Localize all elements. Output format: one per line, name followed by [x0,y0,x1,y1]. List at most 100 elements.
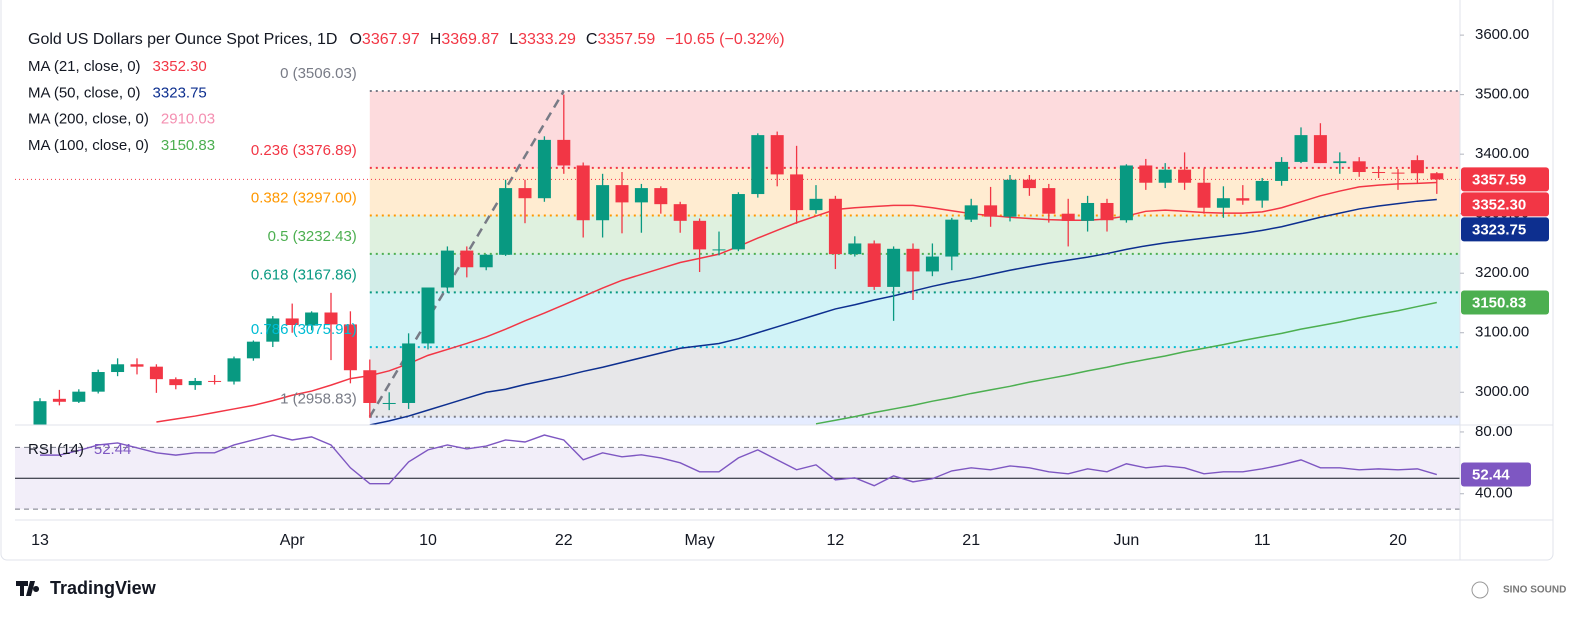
candle-body [906,248,920,272]
candle-body [479,254,493,268]
candle-body [1158,169,1172,183]
candle-body [751,135,765,195]
ohlc-value: 3369.87 [441,31,499,48]
candle-body [790,174,804,211]
ma-legend: MA (200, close, 0) 2910.03 [28,111,215,128]
candle-body [518,188,532,199]
candle-body [111,364,125,373]
candle-body [1294,135,1308,162]
price-tag [1461,217,1549,242]
fib-level-label: 0.618 (3167.86) [251,266,357,283]
fib-level-label: 1 (2958.83) [280,391,357,408]
x-tick-label: 21 [962,532,980,549]
candle-body [770,135,784,175]
candle-body [1216,198,1230,208]
ohlc-value: 3357.59 [597,31,655,48]
candle-body [634,188,648,203]
candle-body [848,243,862,255]
candle-body [246,341,260,359]
logo-icon [16,581,40,596]
candle-body [382,402,396,404]
x-tick-label: 13 [31,532,49,549]
ma-legend-value: 3150.83 [161,137,215,154]
x-tick-label: 20 [1389,532,1407,549]
y-tick-label: 3500.00 [1475,86,1529,103]
x-tick-label: 10 [419,532,437,549]
candle-body [72,391,86,402]
candle-body [1352,161,1366,173]
ma-legend-value: 2910.03 [161,111,215,128]
candle-body [1042,188,1056,214]
ma-legend: MA (100, close, 0) 3150.83 [28,137,215,154]
candle-body [712,249,726,251]
candle-body [596,185,610,221]
candle-body [285,318,299,325]
candle-body [33,401,47,425]
candle-body [731,194,745,250]
moving-average-line [369,198,1437,425]
brand-name: TradingView [50,578,157,598]
watermark-text: SINO SOUND [1503,585,1566,596]
x-tick-label: May [684,532,714,549]
x-tick-label: 12 [827,532,845,549]
price-pane [15,90,1460,425]
candle-body [52,398,66,402]
candle-body [557,139,571,166]
x-tick-label: Apr [280,532,306,549]
candle-body [673,204,687,221]
y-tick-label: 3600.00 [1475,26,1529,43]
candle-body [1003,179,1017,217]
candle-body [654,188,668,205]
rsi-y-tick-label: 80.00 [1475,423,1513,440]
fib-level-label: 0.786 (3075.91) [251,321,357,338]
moving-average-line [815,301,1437,425]
ma-legend-name: MA (100, close, 0) [28,137,149,154]
candle-body [188,380,202,386]
chart-title: Gold US Dollars per Ounce Spot Prices, 1… [28,31,337,48]
rsi-tag-label: 52.44 [1472,466,1510,483]
candle-body [1197,182,1211,208]
candle-body [305,312,319,326]
ma-legend-value: 3352.30 [153,58,207,75]
candle-body [576,165,590,221]
candle-body [1061,213,1075,221]
candle-body [149,366,163,380]
candle-body [169,379,183,386]
ma-legend-name: MA (50, close, 0) [28,84,141,101]
price-tag-label: 3150.83 [1472,294,1526,311]
price-tag-label: 3352.30 [1472,196,1526,213]
rsi-tag [1461,462,1531,487]
candle-body [421,287,435,344]
candle-body [867,243,881,287]
candle-body [1119,165,1133,221]
candle-body [1410,160,1424,174]
price-tag [1461,290,1549,315]
fib-level-label: 0.382 (3297.00) [251,189,357,206]
ma-legend-name: MA (200, close, 0) [28,111,149,128]
fib-zone [369,347,1460,417]
candle-body [964,205,978,220]
candle-body [693,220,707,250]
candle-body [460,250,474,268]
fib-zone [369,215,1460,254]
candle-body [828,198,842,255]
candle-body [343,324,357,371]
candle-body [324,312,338,325]
candle-body [363,370,377,403]
y-tick-label: 3200.00 [1475,264,1529,281]
y-tick-label: 3400.00 [1475,145,1529,162]
fib-level-label: 0 (3506.03) [280,65,357,82]
candle-body [208,380,222,382]
rsi-pane [15,434,1460,510]
ma-legend-value: 3323.75 [153,84,207,101]
x-tick-label: 11 [1254,532,1271,549]
fib-zone [369,91,1460,168]
price-change: −10.65 (−0.32%) [665,31,784,48]
y-tick-label: 3100.00 [1475,324,1529,341]
candle-body [266,318,280,342]
price-tag [1461,192,1549,217]
chart-frame [0,0,1554,561]
candle-body [1178,169,1192,183]
candle-body [227,358,241,382]
